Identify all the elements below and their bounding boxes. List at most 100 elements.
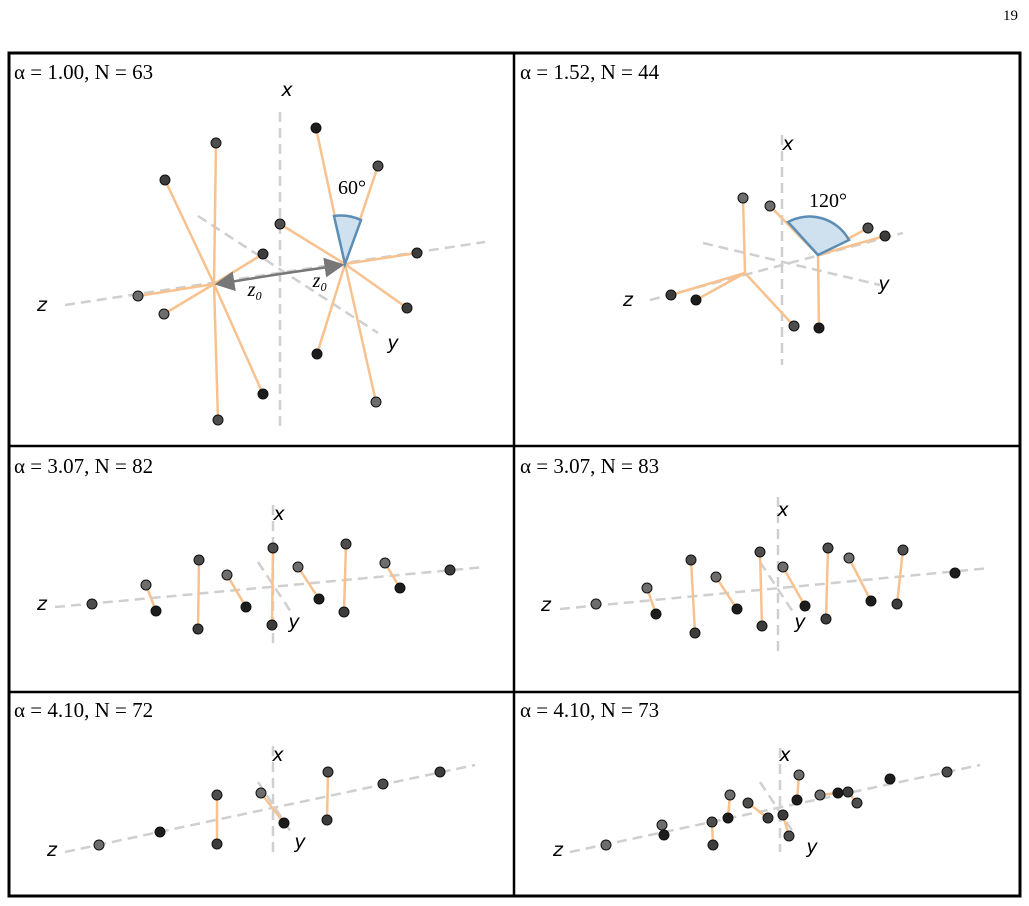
particle xyxy=(338,606,350,618)
bond xyxy=(270,547,275,626)
particle xyxy=(434,766,446,778)
particle xyxy=(372,160,384,172)
axis-line xyxy=(702,241,881,287)
particle xyxy=(310,122,322,134)
particle xyxy=(793,769,805,781)
particle xyxy=(257,388,269,400)
particle xyxy=(941,766,953,778)
particle xyxy=(949,567,961,579)
particle xyxy=(370,396,382,408)
particle xyxy=(865,595,877,607)
particle xyxy=(150,605,162,617)
page-number: 19 xyxy=(1003,8,1018,24)
bond xyxy=(344,262,408,310)
axis-line xyxy=(64,763,476,854)
bond xyxy=(212,142,218,285)
bond xyxy=(225,574,248,608)
particle xyxy=(212,414,224,426)
particle xyxy=(884,773,896,785)
particle xyxy=(665,289,677,301)
panel-label: α = 4.10, N = 72 xyxy=(14,698,153,722)
particle xyxy=(658,829,670,841)
axis-line xyxy=(649,231,904,302)
particle xyxy=(862,222,874,234)
particle xyxy=(240,601,252,613)
bond xyxy=(296,566,321,600)
bond xyxy=(670,271,746,297)
axis-label: z xyxy=(46,839,58,861)
particle xyxy=(656,819,668,831)
particle xyxy=(193,554,205,566)
axis-label: z xyxy=(552,839,564,861)
particle xyxy=(267,542,279,554)
distance-arrow xyxy=(279,257,345,278)
axis-label: z xyxy=(540,594,552,616)
bond xyxy=(212,283,265,395)
panel-label: α = 3.07, N = 83 xyxy=(520,454,659,478)
particle xyxy=(706,816,718,828)
particle xyxy=(401,302,413,314)
distance-label: z₀ xyxy=(247,279,263,301)
panel-label: α = 1.52, N = 44 xyxy=(520,60,660,84)
particle xyxy=(689,627,701,639)
particle xyxy=(394,582,406,594)
axis-label: x xyxy=(280,79,293,101)
axis-line xyxy=(569,763,981,854)
bond xyxy=(260,792,285,824)
particle xyxy=(897,544,909,556)
particle xyxy=(813,322,825,334)
axis-label: x xyxy=(271,744,284,766)
particle xyxy=(764,200,776,212)
particle xyxy=(340,538,352,550)
particle xyxy=(724,789,736,801)
angle-wedge xyxy=(332,214,363,269)
particle xyxy=(783,830,795,842)
bond xyxy=(744,272,795,327)
particle xyxy=(210,137,222,149)
particle xyxy=(257,248,269,260)
particle xyxy=(754,546,766,558)
axis-line xyxy=(758,561,797,616)
bond xyxy=(781,566,807,607)
bond xyxy=(342,543,348,613)
particle xyxy=(211,789,223,801)
particle xyxy=(777,809,789,821)
particle xyxy=(641,582,653,594)
particle xyxy=(650,608,662,620)
axis-label: y xyxy=(293,831,306,853)
particle xyxy=(321,814,333,826)
particle xyxy=(799,600,811,612)
bond xyxy=(817,234,886,257)
axis-label: z xyxy=(36,294,48,316)
angle-label: 60° xyxy=(338,177,366,199)
particle xyxy=(86,598,98,610)
axis-line xyxy=(256,561,295,616)
particle xyxy=(685,554,697,566)
particle xyxy=(891,598,903,610)
axis-line xyxy=(54,565,486,609)
panel-label: α = 3.07, N = 82 xyxy=(14,454,153,478)
particle xyxy=(93,839,105,851)
particle xyxy=(292,561,304,573)
particle xyxy=(444,564,456,576)
particle xyxy=(879,230,891,242)
particle xyxy=(132,290,144,302)
particle xyxy=(722,812,734,824)
particle xyxy=(600,839,612,851)
particle xyxy=(851,797,863,809)
bond xyxy=(895,549,905,605)
particle xyxy=(742,797,754,809)
particle xyxy=(777,561,789,573)
bond xyxy=(824,547,830,620)
particle xyxy=(266,619,278,631)
axis-label: x xyxy=(781,133,794,155)
particle xyxy=(140,579,152,591)
axis-line xyxy=(197,214,379,335)
bond xyxy=(344,251,418,266)
bond xyxy=(758,551,764,627)
bond xyxy=(689,559,697,634)
particle xyxy=(154,826,166,838)
particle xyxy=(756,620,768,632)
bond xyxy=(816,254,821,329)
bond xyxy=(325,771,330,821)
